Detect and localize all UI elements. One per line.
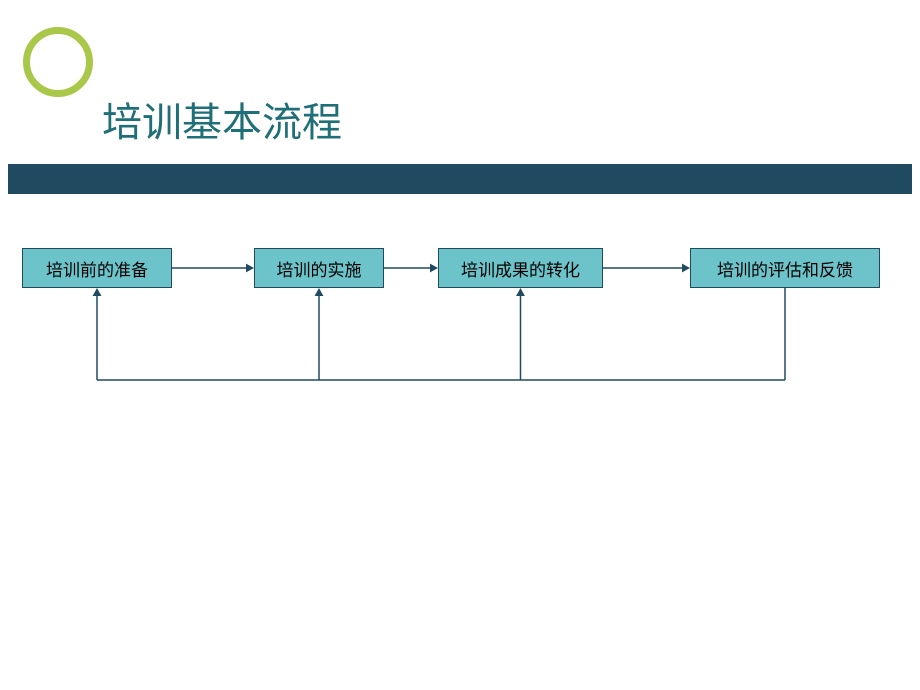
decor-circle [23,27,93,97]
flow-box-eval: 培训的评估和反馈 [690,248,880,288]
flow-box-prep-label: 培训前的准备 [46,256,148,281]
title-underline-bar [8,164,912,194]
slide-title-area: 培训基本流程 [102,90,342,148]
slide-title: 培训基本流程 [102,90,342,148]
flow-box-transfer: 培训成果的转化 [438,248,603,288]
flow-box-impl: 培训的实施 [254,248,384,288]
flow-box-impl-label: 培训的实施 [277,256,362,281]
flow-box-prep: 培训前的准备 [22,248,172,288]
flow-box-transfer-label: 培训成果的转化 [461,256,580,281]
flow-box-eval-label: 培训的评估和反馈 [717,256,853,281]
